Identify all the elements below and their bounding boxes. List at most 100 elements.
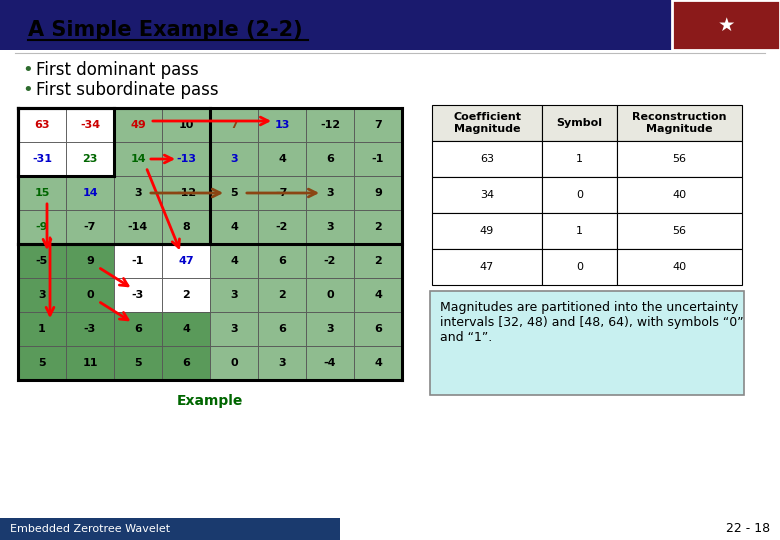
Text: 2: 2 xyxy=(182,290,190,300)
Bar xyxy=(354,312,402,346)
Text: 34: 34 xyxy=(480,190,494,200)
Bar xyxy=(432,105,542,141)
Text: 0: 0 xyxy=(576,262,583,272)
Bar xyxy=(162,278,210,312)
Text: -14: -14 xyxy=(128,222,148,232)
Text: -34: -34 xyxy=(80,120,100,130)
Bar xyxy=(306,244,354,278)
Bar xyxy=(258,176,306,210)
Text: 14: 14 xyxy=(82,188,98,198)
Text: 8: 8 xyxy=(182,222,190,232)
Bar xyxy=(306,142,354,176)
Text: -12: -12 xyxy=(320,120,340,130)
Bar xyxy=(114,346,162,380)
Text: 63: 63 xyxy=(480,154,494,164)
Bar xyxy=(210,278,258,312)
Bar xyxy=(66,244,114,278)
Bar xyxy=(162,346,210,380)
Bar xyxy=(210,346,258,380)
Text: Coefficient
Magnitude: Coefficient Magnitude xyxy=(453,112,521,134)
Bar xyxy=(354,108,402,142)
Text: -9: -9 xyxy=(36,222,48,232)
Text: 3: 3 xyxy=(278,358,285,368)
Text: 9: 9 xyxy=(374,188,382,198)
Text: 5: 5 xyxy=(134,358,142,368)
Text: 40: 40 xyxy=(672,190,686,200)
Text: Symbol: Symbol xyxy=(556,118,602,128)
Text: •: • xyxy=(22,81,33,99)
Bar xyxy=(258,210,306,244)
Text: 63: 63 xyxy=(34,120,50,130)
Text: ★: ★ xyxy=(718,16,735,35)
Bar xyxy=(306,278,354,312)
Bar xyxy=(354,278,402,312)
Text: 15: 15 xyxy=(34,188,50,198)
Bar xyxy=(114,142,162,176)
Text: 6: 6 xyxy=(374,324,382,334)
Text: -3: -3 xyxy=(132,290,144,300)
Text: First dominant pass: First dominant pass xyxy=(36,61,199,79)
Text: 56: 56 xyxy=(672,226,686,236)
Bar xyxy=(354,346,402,380)
Bar xyxy=(18,176,66,210)
Bar xyxy=(542,213,617,249)
Text: 5: 5 xyxy=(38,358,46,368)
Bar xyxy=(258,108,306,142)
Text: Example: Example xyxy=(177,394,243,408)
Bar xyxy=(617,249,742,285)
Bar xyxy=(18,346,66,380)
Bar xyxy=(258,278,306,312)
Bar xyxy=(18,108,66,142)
Bar xyxy=(210,108,258,142)
Bar xyxy=(66,176,114,210)
Bar xyxy=(542,177,617,213)
Bar xyxy=(306,312,354,346)
Bar xyxy=(210,312,258,346)
Text: •: • xyxy=(22,61,33,79)
Bar xyxy=(617,177,742,213)
Text: 4: 4 xyxy=(230,222,238,232)
Bar xyxy=(432,177,542,213)
Bar xyxy=(432,141,542,177)
Text: 47: 47 xyxy=(178,256,193,266)
Text: 2: 2 xyxy=(278,290,286,300)
Bar xyxy=(542,105,617,141)
Bar xyxy=(66,142,114,176)
Text: 4: 4 xyxy=(230,256,238,266)
Text: -3: -3 xyxy=(84,324,96,334)
Text: -13: -13 xyxy=(176,154,196,164)
Bar xyxy=(617,105,742,141)
Text: -7: -7 xyxy=(83,222,96,232)
Text: 4: 4 xyxy=(374,358,382,368)
Bar xyxy=(258,142,306,176)
Text: 7: 7 xyxy=(374,120,382,130)
Text: -2: -2 xyxy=(324,256,336,266)
Bar xyxy=(114,108,162,142)
Text: 3: 3 xyxy=(326,222,334,232)
Bar xyxy=(66,278,114,312)
Bar xyxy=(66,210,114,244)
Bar xyxy=(542,249,617,285)
Text: 9: 9 xyxy=(86,256,94,266)
Text: 4: 4 xyxy=(182,324,190,334)
Bar xyxy=(306,108,354,142)
Text: 6: 6 xyxy=(326,154,334,164)
Bar xyxy=(432,249,542,285)
Text: -5: -5 xyxy=(36,256,48,266)
Text: 49: 49 xyxy=(130,120,146,130)
Text: 22 - 18: 22 - 18 xyxy=(726,523,770,536)
Text: Embedded Zerotree Wavelet: Embedded Zerotree Wavelet xyxy=(10,524,170,534)
Text: 3: 3 xyxy=(230,154,238,164)
Text: Magnitudes are partitioned into the uncertainty
intervals [32, 48) and [48, 64),: Magnitudes are partitioned into the unce… xyxy=(440,301,743,344)
Bar xyxy=(542,141,617,177)
Bar xyxy=(354,210,402,244)
Bar xyxy=(162,108,210,142)
Text: 6: 6 xyxy=(278,256,286,266)
Bar xyxy=(672,0,780,50)
Bar xyxy=(0,0,780,50)
Text: 7: 7 xyxy=(230,120,238,130)
Text: 6: 6 xyxy=(278,324,286,334)
Text: 0: 0 xyxy=(576,190,583,200)
Bar xyxy=(0,518,340,540)
Text: -4: -4 xyxy=(324,358,336,368)
